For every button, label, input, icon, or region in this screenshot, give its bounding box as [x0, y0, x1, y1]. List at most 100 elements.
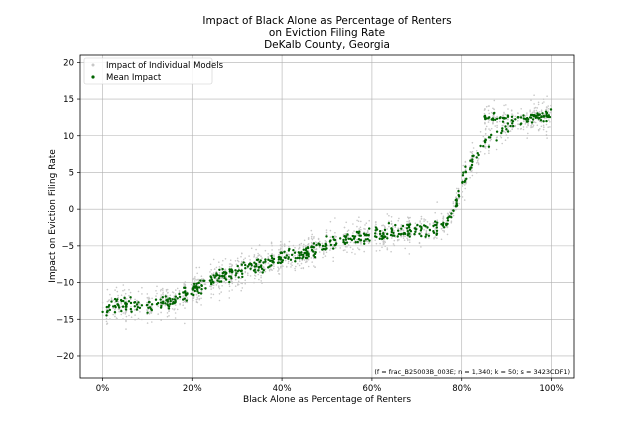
mean-point	[267, 258, 270, 261]
mean-point	[501, 129, 504, 132]
individual-point	[115, 286, 118, 289]
individual-point	[212, 258, 215, 261]
individual-point	[179, 298, 181, 300]
individual-point	[184, 281, 187, 283]
mean-point	[464, 165, 467, 168]
individual-point	[254, 275, 257, 277]
mean-point	[137, 301, 140, 304]
individual-point	[128, 288, 130, 291]
mean-point	[145, 304, 149, 307]
individual-point	[511, 113, 513, 115]
mean-point	[133, 301, 136, 304]
mean-point	[150, 303, 154, 306]
individual-point	[383, 242, 385, 245]
individual-point	[442, 218, 445, 220]
individual-point	[184, 307, 186, 309]
individual-point	[323, 253, 325, 255]
individual-point	[342, 233, 345, 236]
individual-point	[218, 293, 221, 295]
individual-point	[402, 229, 405, 231]
individual-point	[194, 280, 196, 282]
individual-point	[114, 289, 116, 291]
individual-point	[330, 247, 332, 250]
mean-point	[434, 220, 437, 223]
individual-point	[270, 268, 273, 271]
individual-point	[391, 237, 393, 239]
mean-point	[432, 230, 435, 233]
mean-point	[218, 280, 221, 283]
mean-point	[374, 232, 377, 235]
title-line-2: on Eviction Filing Rate	[269, 27, 385, 39]
individual-point	[271, 253, 273, 255]
individual-point	[358, 248, 360, 251]
individual-point	[423, 229, 425, 231]
mean-point	[446, 216, 449, 220]
individual-point	[258, 278, 260, 281]
individual-point	[426, 221, 429, 223]
mean-point	[462, 171, 465, 174]
individual-point	[418, 241, 421, 244]
mean-point	[520, 122, 523, 125]
y-tick-label: −10	[56, 279, 74, 289]
individual-point	[241, 252, 243, 254]
individual-point	[529, 109, 531, 111]
individual-point	[222, 259, 224, 262]
mean-point	[510, 115, 514, 119]
mean-point	[199, 292, 203, 295]
individual-point	[210, 296, 212, 299]
individual-point	[425, 229, 428, 232]
individual-point	[465, 182, 467, 185]
individual-point	[420, 223, 423, 225]
individual-point	[257, 255, 259, 257]
mean-point	[169, 299, 172, 303]
mean-point	[112, 305, 115, 308]
individual-point	[203, 283, 206, 286]
mean-point	[135, 308, 139, 311]
individual-point	[101, 307, 104, 309]
mean-point	[472, 154, 475, 157]
individual-point	[384, 245, 387, 247]
mean-point	[391, 234, 395, 237]
individual-point	[231, 264, 234, 267]
mean-point	[215, 272, 218, 275]
individual-point	[137, 290, 140, 293]
individual-point	[125, 297, 128, 300]
individual-point	[162, 287, 164, 290]
mean-point	[272, 257, 276, 261]
individual-point	[329, 236, 332, 238]
mean-point	[505, 128, 508, 131]
individual-point	[271, 244, 273, 247]
individual-point	[298, 243, 301, 246]
individual-point	[364, 224, 366, 226]
individual-point	[461, 179, 464, 181]
mean-point	[105, 305, 109, 309]
individual-point	[523, 120, 525, 122]
individual-point	[228, 290, 231, 292]
individual-point	[484, 143, 486, 145]
mean-point	[418, 232, 421, 235]
individual-point	[107, 307, 110, 310]
mean-point	[492, 118, 495, 122]
individual-point	[278, 267, 280, 270]
individual-point	[210, 285, 212, 288]
individual-point	[277, 270, 279, 272]
individual-point	[406, 237, 408, 239]
individual-point	[382, 240, 385, 242]
individual-point	[547, 110, 549, 112]
individual-point	[164, 304, 167, 307]
individual-point	[456, 187, 458, 190]
mean-point	[186, 292, 189, 295]
mean-point	[454, 198, 457, 202]
mean-point	[471, 160, 474, 163]
mean-point	[455, 202, 458, 205]
individual-point	[533, 94, 535, 96]
individual-point	[303, 239, 306, 242]
individual-point	[273, 255, 275, 258]
mean-point	[401, 224, 405, 228]
individual-point	[452, 214, 455, 217]
individual-point	[231, 289, 233, 291]
individual-point	[146, 293, 149, 295]
individual-point	[184, 322, 186, 325]
individual-point	[213, 280, 216, 283]
individual-point	[192, 278, 194, 281]
